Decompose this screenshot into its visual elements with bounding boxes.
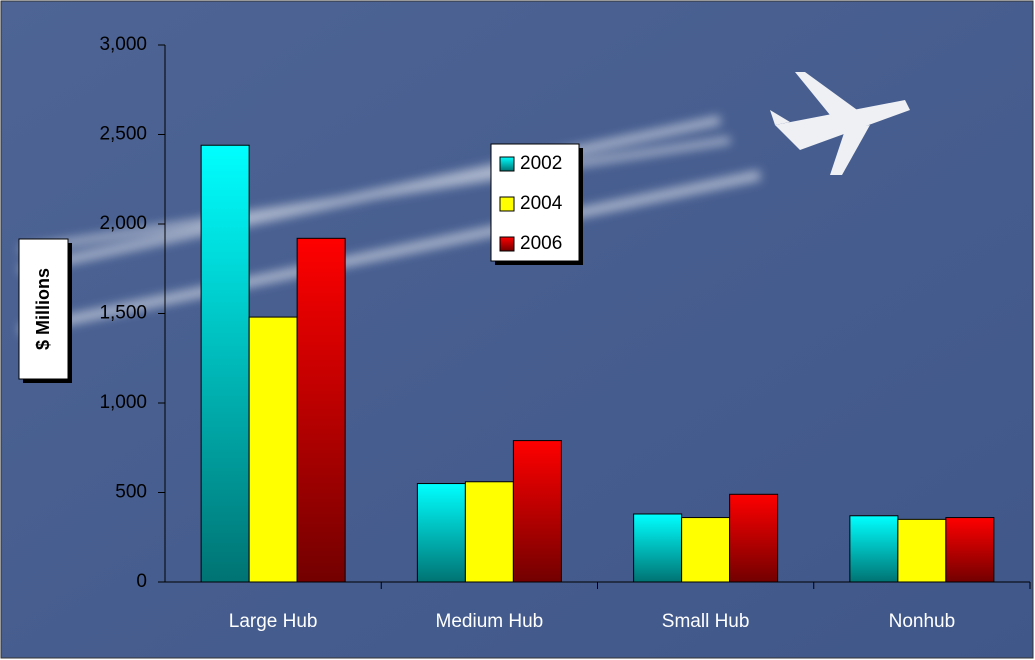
- bar: [633, 513, 683, 583]
- legend-swatch: [499, 156, 515, 172]
- legend-label: 2006: [520, 233, 562, 254]
- bar: [416, 483, 466, 583]
- x-tick-label: Small Hub: [662, 611, 750, 632]
- y-tick-label: 3,000: [99, 34, 147, 55]
- bar: [512, 440, 562, 583]
- x-tick-label: Large Hub: [229, 611, 318, 632]
- y-tick-label: 1,000: [99, 392, 147, 413]
- bar: [248, 316, 298, 583]
- bar: [729, 493, 779, 583]
- y-tick-label: 500: [115, 482, 147, 503]
- airplane: [770, 72, 910, 175]
- legend-label: 2004: [520, 193, 563, 214]
- bar: [681, 517, 731, 583]
- y-tick-label: 2,500: [99, 124, 147, 145]
- x-tick-label: Medium Hub: [436, 611, 544, 632]
- x-tick-label: Nonhub: [889, 611, 956, 632]
- y-tick-label: 0: [136, 571, 147, 592]
- y-tick-label: 2,000: [99, 213, 147, 234]
- y-axis-label: $ Millions: [33, 268, 53, 350]
- bar: [849, 515, 899, 583]
- y-label-box: [18, 238, 69, 380]
- bar: [897, 518, 947, 583]
- contrails: [18, 115, 762, 335]
- legend-label: 2002: [520, 153, 562, 174]
- y-tick-label: 1,500: [99, 303, 147, 324]
- bar: [200, 144, 250, 583]
- legend-swatch: [499, 236, 515, 252]
- bar: [945, 517, 995, 583]
- bar: [296, 237, 346, 583]
- legend-swatch: [499, 196, 515, 212]
- bar: [464, 481, 514, 583]
